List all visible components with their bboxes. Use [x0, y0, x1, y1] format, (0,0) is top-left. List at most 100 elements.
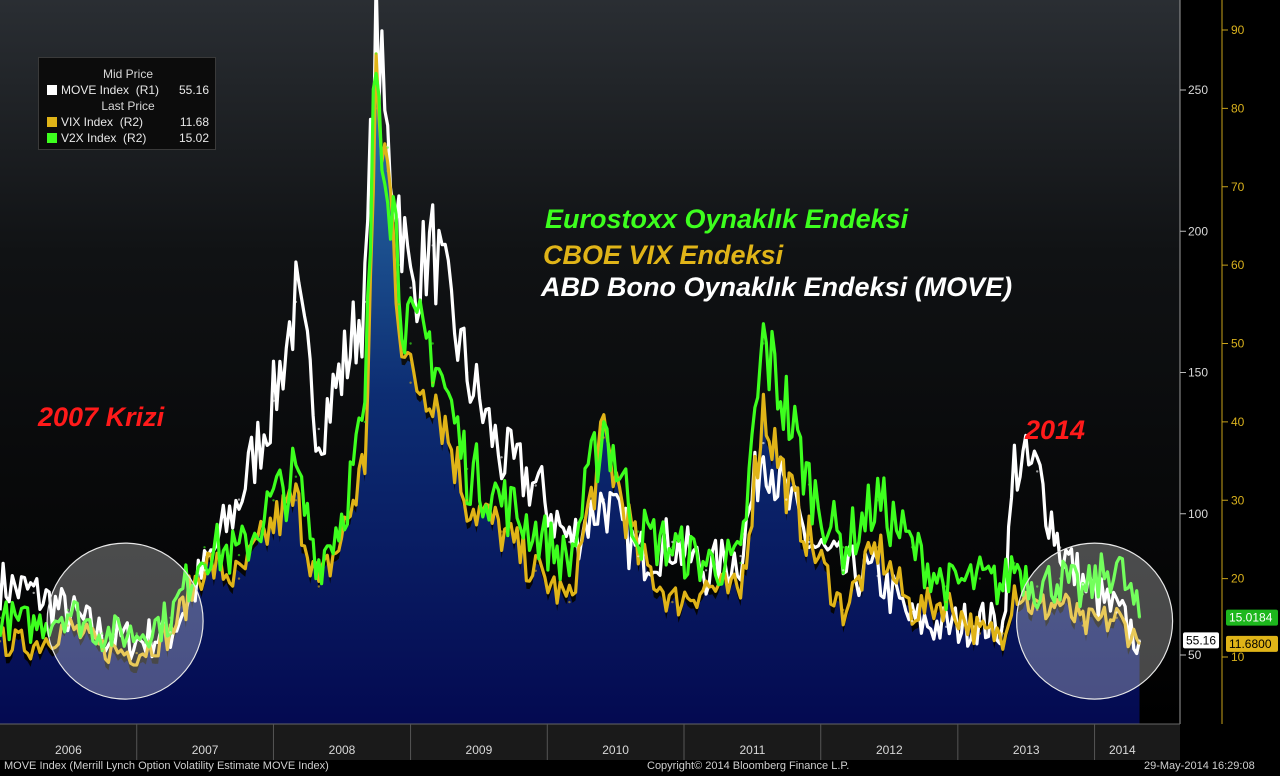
last-value-tag-text-2: 11.6800 [1229, 637, 1272, 651]
r2-tick-label-40: 40 [1231, 415, 1245, 429]
last-value-tag-2: 11.6800 [1226, 635, 1278, 652]
data-point-move-27 [762, 441, 765, 445]
area-fill [0, 62, 1140, 724]
data-point-vix-19 [500, 530, 503, 533]
last-value-tag-1: 15.0184 [1226, 609, 1278, 626]
legend: Mid Price MOVE Index (R1) 55.16 Last Pri… [38, 57, 216, 150]
data-point-vix-31 [876, 546, 879, 549]
data-point-v2x-32 [910, 546, 914, 549]
data-point-move-39 [1081, 583, 1085, 586]
data-point-vix-6 [203, 561, 206, 565]
r2-tick-label-20: 20 [1231, 572, 1245, 586]
last-value-tag-bg-3 [1183, 632, 1219, 649]
r2-tick-label-90: 90 [1231, 23, 1245, 37]
highlight-circle-2 [1015, 542, 1174, 700]
legend-row-vix: VIX Index (R2) 11.68 [47, 114, 209, 130]
data-point-vix-32 [910, 608, 914, 612]
legend-swatch-v2x [47, 133, 57, 143]
data-point-v2x-38 [1058, 577, 1062, 580]
data-point-vix-13 [374, 107, 378, 110]
r1-tick-label-100: 100 [1188, 507, 1208, 521]
data-point-v2x-30 [842, 546, 845, 549]
data-point-v2x-5 [169, 616, 172, 619]
r1-tick-label-250: 250 [1188, 83, 1208, 97]
data-point-move-35 [1001, 625, 1004, 628]
highlight-circle-1 [46, 542, 204, 700]
data-point-v2x-22 [602, 420, 605, 424]
data-point-vix-17 [431, 381, 434, 384]
data-point-move-6 [203, 569, 206, 572]
data-point-v2x-0 [0, 616, 2, 619]
data-point-move-37 [1036, 470, 1039, 473]
x-tick-label-2012: 2012 [876, 743, 903, 757]
data-point-v2x-36 [1013, 561, 1016, 565]
data-point-v2x-33 [945, 585, 948, 588]
data-point-vix-9 [294, 499, 298, 502]
data-point-move-22 [602, 498, 605, 501]
data-point-vix-4 [135, 651, 138, 655]
data-point-move-26 [739, 554, 742, 558]
x-tick-label-2006: 2006 [55, 743, 82, 757]
data-point-v2x-16 [409, 342, 412, 345]
data-point-move-1 [32, 591, 35, 595]
data-point-vix-40 [1115, 616, 1118, 619]
data-point-vix-14 [386, 169, 389, 173]
data-point-move-9 [294, 300, 298, 304]
data-point-move-7 [237, 498, 241, 501]
data-point-vix-30 [842, 608, 845, 612]
data-point-v2x-34 [978, 577, 982, 580]
annotation-move: ABD Bono Oynaklık Endeksi (MOVE) [541, 272, 1013, 302]
legend-row-v2x: V2X Index (R2) 15.02 [47, 130, 209, 146]
x-tick-label-2010: 2010 [602, 743, 629, 757]
data-point-v2x-35 [1001, 585, 1004, 588]
data-point-v2x-11 [340, 514, 343, 518]
data-point-vix-37 [1036, 608, 1039, 612]
legend-swatch-vix [47, 117, 57, 127]
data-point-move-19 [500, 456, 503, 459]
data-point-move-30 [842, 569, 845, 572]
footer-band [0, 760, 1280, 776]
data-point-v2x-39 [1081, 593, 1085, 596]
data-point-move-13 [374, 32, 378, 35]
data-point-v2x-40 [1115, 561, 1118, 565]
data-point-vix-3 [101, 648, 104, 651]
legend-row-move: MOVE Index (R1) 55.16 [47, 82, 209, 98]
data-point-v2x-3 [101, 632, 104, 635]
data-point-v2x-41 [1138, 616, 1141, 619]
legend-value-vix: 11.68 [179, 115, 209, 129]
data-point-vix-5 [169, 632, 172, 635]
data-point-vix-23 [637, 553, 640, 557]
x-tick-label-2007: 2007 [192, 743, 219, 757]
data-point-move-38 [1058, 546, 1062, 549]
data-point-v2x-13 [374, 52, 378, 55]
x-tick-label-2013: 2013 [1013, 743, 1040, 757]
annotation-cboe-vix: CBOE VIX Endeksi [543, 240, 784, 270]
r2-tick-label-50: 50 [1231, 337, 1245, 351]
last-value-tag-bg-2 [1226, 635, 1278, 652]
data-point-move-15 [397, 201, 401, 205]
data-point-v2x-1 [32, 624, 35, 627]
data-point-vix-15 [397, 303, 401, 306]
r1-tick-label-50: 50 [1188, 648, 1202, 662]
data-point-v2x-27 [762, 342, 765, 345]
data-point-vix-33 [945, 600, 948, 604]
data-point-move-20 [534, 484, 537, 487]
r1-tick-label-200: 200 [1188, 224, 1208, 238]
data-point-vix-28 [785, 483, 788, 486]
series-line-vix [0, 52, 1141, 667]
data-point-v2x-37 [1036, 585, 1039, 588]
legend-header-mid: Mid Price [102, 67, 153, 81]
data-point-vix-39 [1081, 624, 1085, 627]
x-axis-band [0, 724, 1180, 760]
data-point-vix-12 [363, 459, 367, 463]
data-point-move-28 [785, 498, 788, 501]
footer-timestamp: 29-May-2014 16:29:08 [1144, 760, 1255, 772]
data-point-vix-22 [602, 436, 605, 439]
data-point-move-29 [807, 540, 811, 544]
data-point-move-32 [910, 619, 914, 623]
data-point-vix-1 [32, 644, 35, 647]
data-point-move-36 [1013, 461, 1016, 465]
data-point-vix-7 [237, 577, 241, 580]
